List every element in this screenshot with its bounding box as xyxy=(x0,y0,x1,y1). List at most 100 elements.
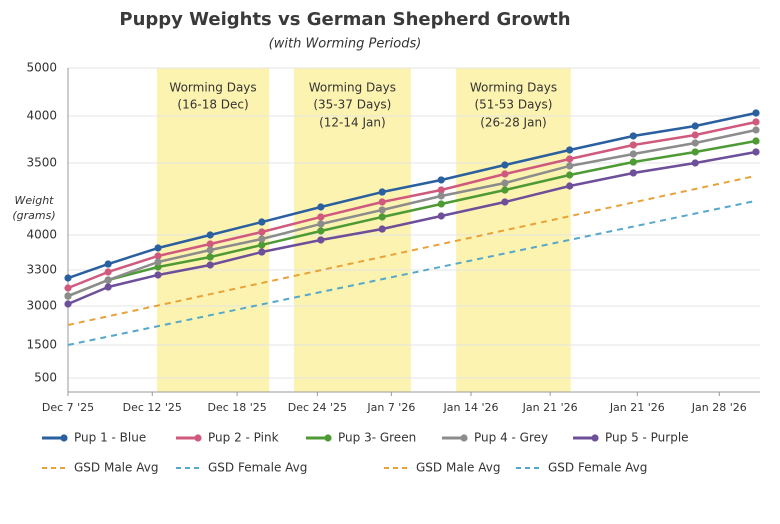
y-tick-label: 3000 xyxy=(26,299,57,313)
data-point xyxy=(501,179,509,187)
band-label: Worming Days xyxy=(169,81,256,95)
data-point xyxy=(437,212,445,220)
data-point xyxy=(752,109,760,117)
data-point xyxy=(64,300,72,308)
data-point xyxy=(206,231,214,239)
data-point xyxy=(752,148,760,156)
data-point xyxy=(154,258,162,266)
data-point xyxy=(629,132,637,140)
data-point xyxy=(317,220,325,228)
y-tick-label: 3500 xyxy=(26,155,57,169)
y-tick-label: 3300 xyxy=(26,262,57,276)
labels-layer: Worming Days (16-18 Dec) Worming Days (35-3… xyxy=(26,61,746,475)
data-point xyxy=(437,192,445,200)
legend-marker xyxy=(60,434,68,442)
data-point xyxy=(154,271,162,279)
legend-label: GSD Female Avg xyxy=(208,461,307,475)
band-sublabel: (16-18 Dec) xyxy=(177,98,248,112)
legend-label: Pup 5 - Purple xyxy=(605,431,689,445)
legend-label: GSD Female Avg xyxy=(548,461,647,475)
data-point xyxy=(206,253,214,261)
data-point xyxy=(566,182,574,190)
chart-subtitle: (with Worming Periods) xyxy=(269,37,422,52)
data-point xyxy=(691,148,699,156)
data-point xyxy=(104,268,112,276)
legend-label: Pup 1 - Blue xyxy=(74,431,146,445)
band-label: Worming Days xyxy=(470,81,557,95)
legend-label: Pup 4 - Grey xyxy=(474,431,548,445)
legend-marker xyxy=(324,434,332,442)
data-point xyxy=(752,137,760,145)
data-point xyxy=(378,188,386,196)
legend-label: Pup 2 - Pink xyxy=(208,431,279,445)
x-tick-label: Dec 18 '25 xyxy=(207,401,266,414)
marks-layer xyxy=(64,109,760,308)
data-point xyxy=(317,227,325,235)
worming-band xyxy=(456,68,571,392)
band-label: Worming Days xyxy=(309,81,396,95)
band-sublabel: (12-14 Jan) xyxy=(319,116,386,130)
x-tick-label: Jan 7 '26 xyxy=(366,401,415,414)
data-point xyxy=(501,170,509,178)
x-tick-label: Dec 24 '25 xyxy=(288,401,347,414)
y-tick-label: 5000 xyxy=(26,61,57,75)
data-point xyxy=(629,150,637,158)
data-point xyxy=(154,252,162,260)
data-point xyxy=(64,274,72,282)
data-point xyxy=(317,236,325,244)
y-tick-label: 4000 xyxy=(26,227,57,241)
data-point xyxy=(691,122,699,130)
worming-band xyxy=(156,68,270,392)
data-point xyxy=(206,240,214,248)
data-point xyxy=(378,213,386,221)
y-tick-label: 500 xyxy=(34,371,57,385)
data-point xyxy=(104,283,112,291)
data-point xyxy=(752,118,760,126)
data-point xyxy=(437,176,445,184)
series-line xyxy=(67,199,757,346)
data-point xyxy=(501,186,509,194)
data-point xyxy=(437,186,445,194)
data-point xyxy=(752,126,760,134)
legend-marker xyxy=(591,434,599,442)
data-point xyxy=(258,235,266,243)
data-point xyxy=(566,162,574,170)
y-tick-label: 1500 xyxy=(26,338,57,352)
data-point xyxy=(258,218,266,226)
legend-marker xyxy=(460,434,468,442)
data-point xyxy=(629,169,637,177)
data-point xyxy=(206,246,214,254)
band-sublabel: (26-28 Jan) xyxy=(480,116,547,130)
data-point xyxy=(566,155,574,163)
data-point xyxy=(64,284,72,292)
data-point xyxy=(258,228,266,236)
data-point xyxy=(691,159,699,167)
data-point xyxy=(378,225,386,233)
data-point xyxy=(154,263,162,271)
data-point xyxy=(104,276,112,284)
legend-label: GSD Male Avg xyxy=(74,461,158,475)
data-point xyxy=(437,200,445,208)
legend-label: GSD Male Avg xyxy=(416,461,500,475)
x-tick-label: Dec 12 '25 xyxy=(123,401,182,414)
x-tick-label: Jan 21 '26 xyxy=(609,401,665,414)
x-tick-label: Dec 7 '25 xyxy=(42,401,94,414)
data-point xyxy=(566,146,574,154)
x-tick-label: Jan 21 '26 xyxy=(522,401,578,414)
data-point xyxy=(317,213,325,221)
legend-label: Pup 3- Green xyxy=(338,431,416,445)
data-point xyxy=(258,248,266,256)
y-axis-label: Weight xyxy=(15,194,55,207)
data-point xyxy=(258,241,266,249)
x-tick-label: Jan 28 '26 xyxy=(691,401,747,414)
data-point xyxy=(691,131,699,139)
data-point xyxy=(501,198,509,206)
data-point xyxy=(629,158,637,166)
data-point xyxy=(629,141,637,149)
band-sublabel: (35-37 Days) xyxy=(313,98,391,112)
chart-title: Puppy Weights vs German Shepherd Growth xyxy=(119,9,570,30)
data-point xyxy=(378,206,386,214)
grid-layer xyxy=(67,67,760,396)
y-tick-label: 4000 xyxy=(26,109,57,123)
